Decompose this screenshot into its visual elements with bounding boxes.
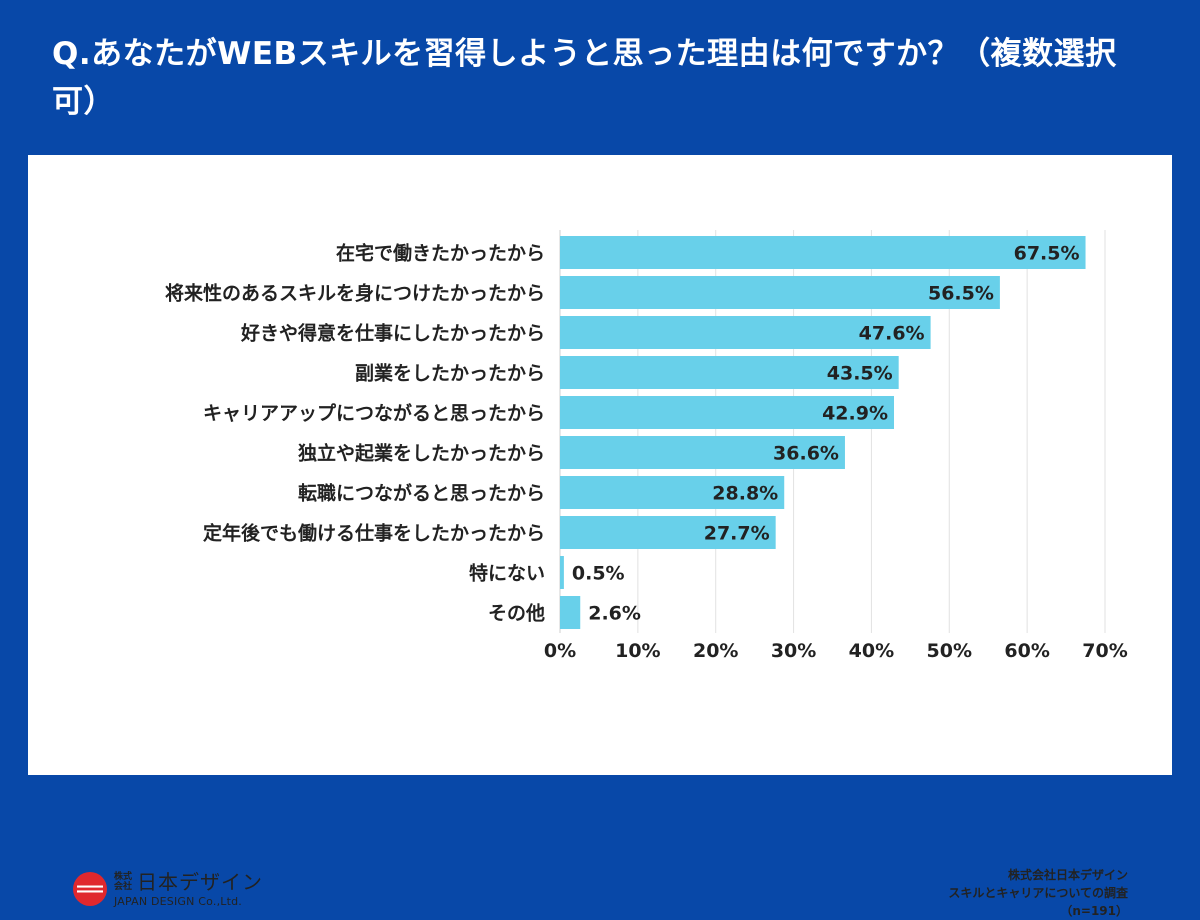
bar bbox=[560, 436, 845, 469]
logo-kabushikigaisha: 株式会社 bbox=[114, 871, 133, 892]
value-label: 43.5% bbox=[827, 363, 893, 385]
category-label: その他 bbox=[488, 602, 545, 625]
company-logo: 株式会社 日本デザイン JAPAN DESIGN Co.,Ltd. bbox=[72, 871, 263, 907]
category-label: 独立や起業をしたかったから bbox=[298, 442, 545, 465]
bar bbox=[560, 396, 895, 429]
source-company: 株式会社日本デザイン bbox=[1007, 868, 1128, 882]
bar bbox=[560, 596, 581, 629]
bar bbox=[560, 356, 899, 389]
bar bbox=[560, 556, 564, 589]
category-label: 在宅で働きたかったから bbox=[336, 242, 545, 265]
category-label: キャリアアップにつながると思ったから bbox=[203, 402, 545, 425]
category-label: 転職につながると思ったから bbox=[298, 482, 545, 505]
category-label: 将来性のあるスキルを身につけたかったから bbox=[165, 282, 545, 305]
x-tick-label: 20% bbox=[693, 640, 738, 662]
bar-chart: 0% 10% 20% 30% 40% 50% 60% 70% 在宅で働きたかったから 67.5% 将… bbox=[165, 230, 1128, 662]
x-tick-label: 0% bbox=[544, 640, 576, 662]
x-tick-label: 40% bbox=[849, 640, 894, 662]
chart-title: Q.あなたがWEBスキルを習得しようと思った理由は何ですか？（複数選択可） bbox=[52, 36, 1117, 120]
x-tick-label: 70% bbox=[1082, 640, 1127, 662]
x-tick-label: 60% bbox=[1004, 640, 1049, 662]
value-label: 47.6% bbox=[859, 323, 925, 345]
value-label: 27.7% bbox=[704, 523, 770, 545]
category-label: 定年後でも働ける仕事をしたかったから bbox=[203, 522, 545, 545]
x-tick-label: 50% bbox=[927, 640, 972, 662]
japan-design-logo-icon bbox=[73, 872, 107, 906]
value-label: 56.5% bbox=[928, 283, 994, 305]
category-label: 特にない bbox=[469, 563, 545, 585]
category-label: 副業をしたかったから bbox=[355, 362, 545, 385]
value-label: 2.6% bbox=[588, 603, 641, 625]
chart-panel: 0% 10% 20% 30% 40% 50% 60% 70% 在宅で働きたかったから 67.5% 将… bbox=[28, 155, 1172, 918]
bar bbox=[560, 476, 785, 509]
category-label: 好きや得意を仕事にしたかったから bbox=[240, 322, 545, 345]
x-tick-label: 30% bbox=[771, 640, 816, 662]
source-survey: スキルとキャリアについての調査 bbox=[948, 886, 1128, 900]
value-label: 42.9% bbox=[822, 403, 888, 425]
source-sample-size: （n=191） bbox=[1060, 904, 1128, 918]
source-note: 株式会社日本デザイン スキルとキャリアについての調査 （n=191） bbox=[948, 866, 1128, 920]
bar bbox=[560, 276, 1000, 309]
value-label: 67.5% bbox=[1014, 243, 1080, 265]
bar bbox=[560, 236, 1086, 269]
bar bbox=[560, 316, 931, 349]
x-tick-label: 10% bbox=[615, 640, 660, 662]
logo-name-jp: 日本デザイン bbox=[137, 869, 263, 894]
value-label: 0.5% bbox=[572, 563, 625, 585]
value-label: 28.8% bbox=[712, 483, 778, 505]
value-label: 36.6% bbox=[773, 443, 839, 465]
logo-name-en: JAPAN DESIGN Co.,Ltd. bbox=[114, 894, 242, 908]
bar bbox=[560, 516, 776, 549]
